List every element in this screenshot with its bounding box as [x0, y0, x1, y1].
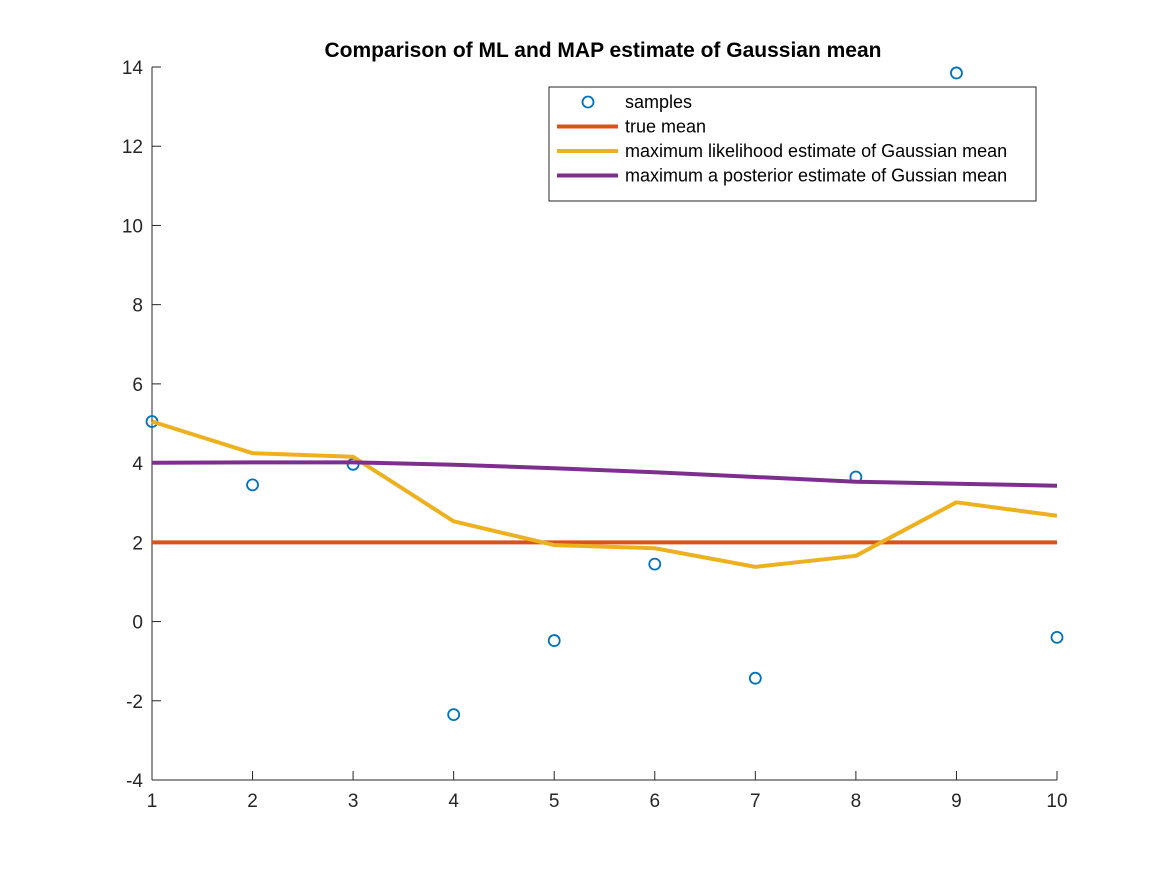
legend-label: maximum likelihood estimate of Gaussian …: [625, 141, 1007, 161]
sample-point: [547, 634, 561, 647]
y-tick-label: 0: [132, 613, 143, 634]
legend-label: samples: [625, 92, 692, 112]
x-tick-label: 10: [1046, 791, 1067, 812]
y-tick-label: 14: [122, 58, 144, 79]
x-tick-label: 7: [750, 791, 761, 812]
sample-point: [748, 671, 762, 685]
series-3: [151, 460, 1058, 488]
y-tick-label: -2: [126, 692, 143, 713]
x-tick-label: 9: [951, 791, 962, 812]
x-tick-label: 2: [247, 791, 258, 812]
series-2: [151, 419, 1058, 569]
y-tick-label: 8: [132, 296, 143, 317]
y-tick-label: 12: [122, 137, 143, 158]
x-tick-label: 3: [348, 791, 359, 812]
legend: samples true mean maximum likelihood estim…: [548, 86, 1037, 202]
sample-point: [1050, 631, 1064, 644]
x-tick-label: 1: [147, 791, 158, 812]
series-line: [151, 419, 1058, 569]
sample-point: [950, 66, 963, 80]
series-0: [145, 66, 1064, 722]
x-tick-label: 8: [851, 791, 862, 812]
sample-point: [648, 557, 662, 571]
y-tick-label: 2: [132, 533, 143, 554]
y-tick-label: 10: [122, 216, 143, 237]
legend-entry: maximum a posterior estimate of Gussian …: [557, 166, 1007, 186]
y-tick-label: 6: [132, 375, 143, 396]
sample-point: [246, 478, 259, 492]
y-tick-label: 4: [132, 454, 143, 475]
series-line: [151, 460, 1058, 488]
sample-point: [447, 708, 461, 722]
legend-entry: samples: [581, 92, 692, 112]
legend-marker: [581, 95, 595, 109]
legend-label: true mean: [625, 117, 706, 137]
x-tick-label: 4: [448, 791, 459, 812]
legend-box: [548, 86, 1037, 202]
legend-entry: true mean: [557, 117, 706, 137]
plot-area: [145, 66, 1064, 722]
x-tick-label: 5: [549, 791, 560, 812]
legend-entry: maximum likelihood estimate of Gaussian …: [557, 141, 1007, 161]
y-tick-label: -4: [126, 771, 143, 792]
x-tick-label: 6: [649, 791, 660, 812]
legend-label: maximum a posterior estimate of Gussian …: [625, 166, 1007, 186]
chart-title: Comparison of ML and MAP estimate of Gau…: [324, 39, 881, 62]
